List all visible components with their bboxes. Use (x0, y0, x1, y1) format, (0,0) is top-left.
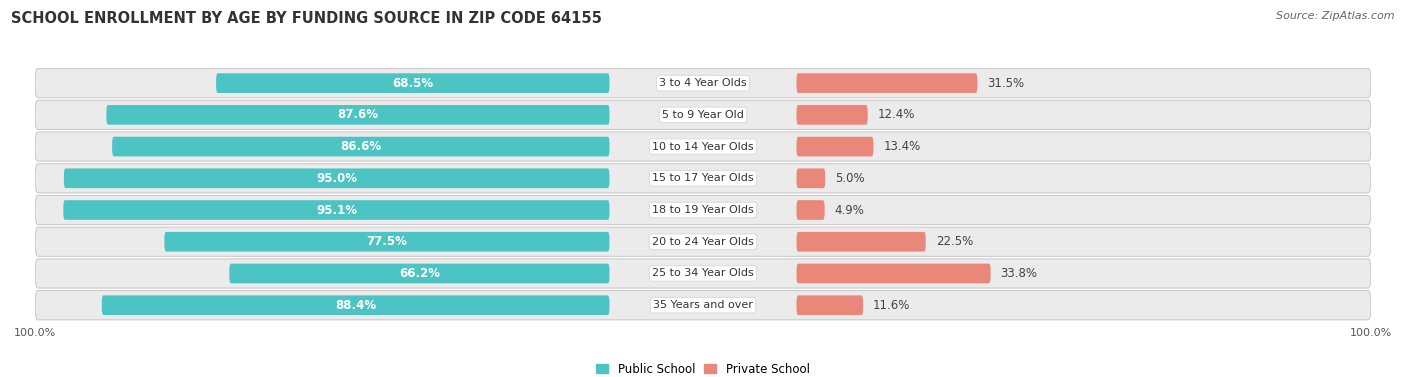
Text: 25 to 34 Year Olds: 25 to 34 Year Olds (652, 268, 754, 279)
FancyBboxPatch shape (796, 200, 825, 220)
Text: 35 Years and over: 35 Years and over (652, 300, 754, 310)
Text: 4.9%: 4.9% (835, 204, 865, 216)
FancyBboxPatch shape (63, 169, 609, 188)
FancyBboxPatch shape (165, 232, 609, 251)
Text: 15 to 17 Year Olds: 15 to 17 Year Olds (652, 173, 754, 183)
FancyBboxPatch shape (35, 227, 1371, 256)
FancyBboxPatch shape (101, 295, 609, 315)
FancyBboxPatch shape (35, 69, 1371, 98)
Text: 66.2%: 66.2% (399, 267, 440, 280)
Text: 86.6%: 86.6% (340, 140, 381, 153)
Text: 87.6%: 87.6% (337, 108, 378, 121)
Text: 5.0%: 5.0% (835, 172, 865, 185)
Text: 20 to 24 Year Olds: 20 to 24 Year Olds (652, 237, 754, 247)
Text: 33.8%: 33.8% (1001, 267, 1038, 280)
Text: 13.4%: 13.4% (883, 140, 921, 153)
FancyBboxPatch shape (796, 105, 868, 125)
Text: 88.4%: 88.4% (335, 299, 377, 312)
FancyBboxPatch shape (796, 73, 977, 93)
Text: 3 to 4 Year Olds: 3 to 4 Year Olds (659, 78, 747, 88)
Text: 77.5%: 77.5% (367, 235, 408, 248)
Text: 18 to 19 Year Olds: 18 to 19 Year Olds (652, 205, 754, 215)
Text: SCHOOL ENROLLMENT BY AGE BY FUNDING SOURCE IN ZIP CODE 64155: SCHOOL ENROLLMENT BY AGE BY FUNDING SOUR… (11, 11, 602, 26)
FancyBboxPatch shape (217, 73, 609, 93)
FancyBboxPatch shape (796, 295, 863, 315)
FancyBboxPatch shape (35, 291, 1371, 320)
FancyBboxPatch shape (107, 105, 609, 125)
Text: 11.6%: 11.6% (873, 299, 911, 312)
Text: 68.5%: 68.5% (392, 77, 433, 90)
FancyBboxPatch shape (796, 169, 825, 188)
FancyBboxPatch shape (796, 264, 991, 283)
Text: 10 to 14 Year Olds: 10 to 14 Year Olds (652, 142, 754, 152)
FancyBboxPatch shape (35, 195, 1371, 225)
Text: Source: ZipAtlas.com: Source: ZipAtlas.com (1277, 11, 1395, 21)
Text: 95.1%: 95.1% (316, 204, 357, 216)
FancyBboxPatch shape (35, 259, 1371, 288)
FancyBboxPatch shape (35, 164, 1371, 193)
FancyBboxPatch shape (112, 137, 609, 156)
Text: 5 to 9 Year Old: 5 to 9 Year Old (662, 110, 744, 120)
FancyBboxPatch shape (35, 100, 1371, 129)
FancyBboxPatch shape (35, 132, 1371, 161)
FancyBboxPatch shape (796, 137, 873, 156)
FancyBboxPatch shape (796, 232, 925, 251)
Text: 95.0%: 95.0% (316, 172, 357, 185)
Text: 22.5%: 22.5% (936, 235, 973, 248)
FancyBboxPatch shape (229, 264, 609, 283)
FancyBboxPatch shape (63, 200, 609, 220)
Text: 12.4%: 12.4% (877, 108, 915, 121)
Legend: Public School, Private School: Public School, Private School (596, 363, 810, 375)
Text: 31.5%: 31.5% (987, 77, 1025, 90)
